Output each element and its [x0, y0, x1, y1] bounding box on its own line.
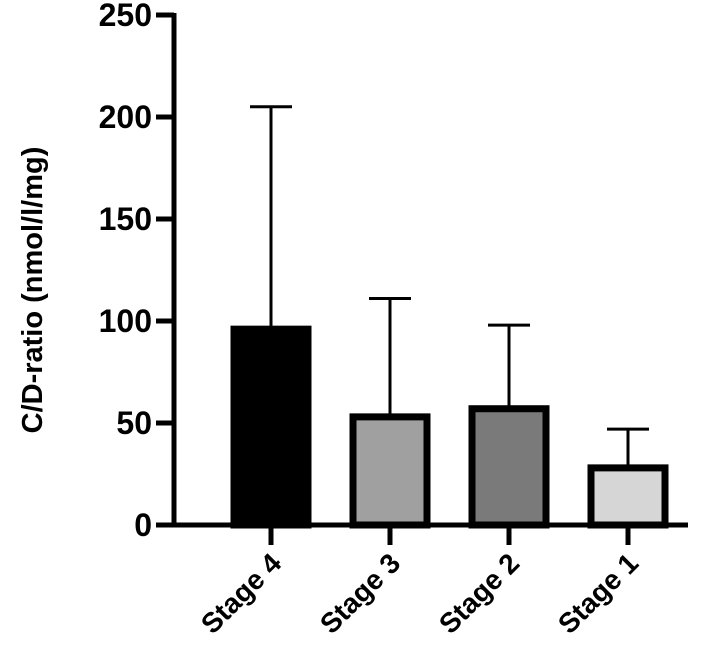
- x-tick-label: Stage 1: [552, 547, 644, 639]
- y-tick-label: 50: [116, 405, 152, 441]
- y-tick-label: 100: [99, 303, 152, 339]
- y-tick-label: 200: [99, 99, 152, 135]
- y-tick-label: 0: [134, 507, 152, 543]
- bar: [468, 405, 550, 529]
- y-axis: 0 50 100 150 200 250: [99, 0, 177, 543]
- y-axis-title: C/D-ratio (nmol/l/mg): [17, 147, 49, 434]
- y-tick-label: 150: [99, 201, 152, 237]
- bars: [230, 105, 669, 529]
- x-tick-label: Stage 2: [433, 547, 525, 639]
- bar: [349, 413, 431, 529]
- x-tick-label: Stage 3: [314, 547, 406, 639]
- x-tick-label: Stage 4: [195, 547, 288, 640]
- bar: [230, 325, 312, 529]
- y-tick-label: 250: [99, 0, 152, 33]
- bar: [587, 464, 669, 529]
- x-axis: Stage 4 Stage 3 Stage 2 Stage 1: [172, 522, 688, 640]
